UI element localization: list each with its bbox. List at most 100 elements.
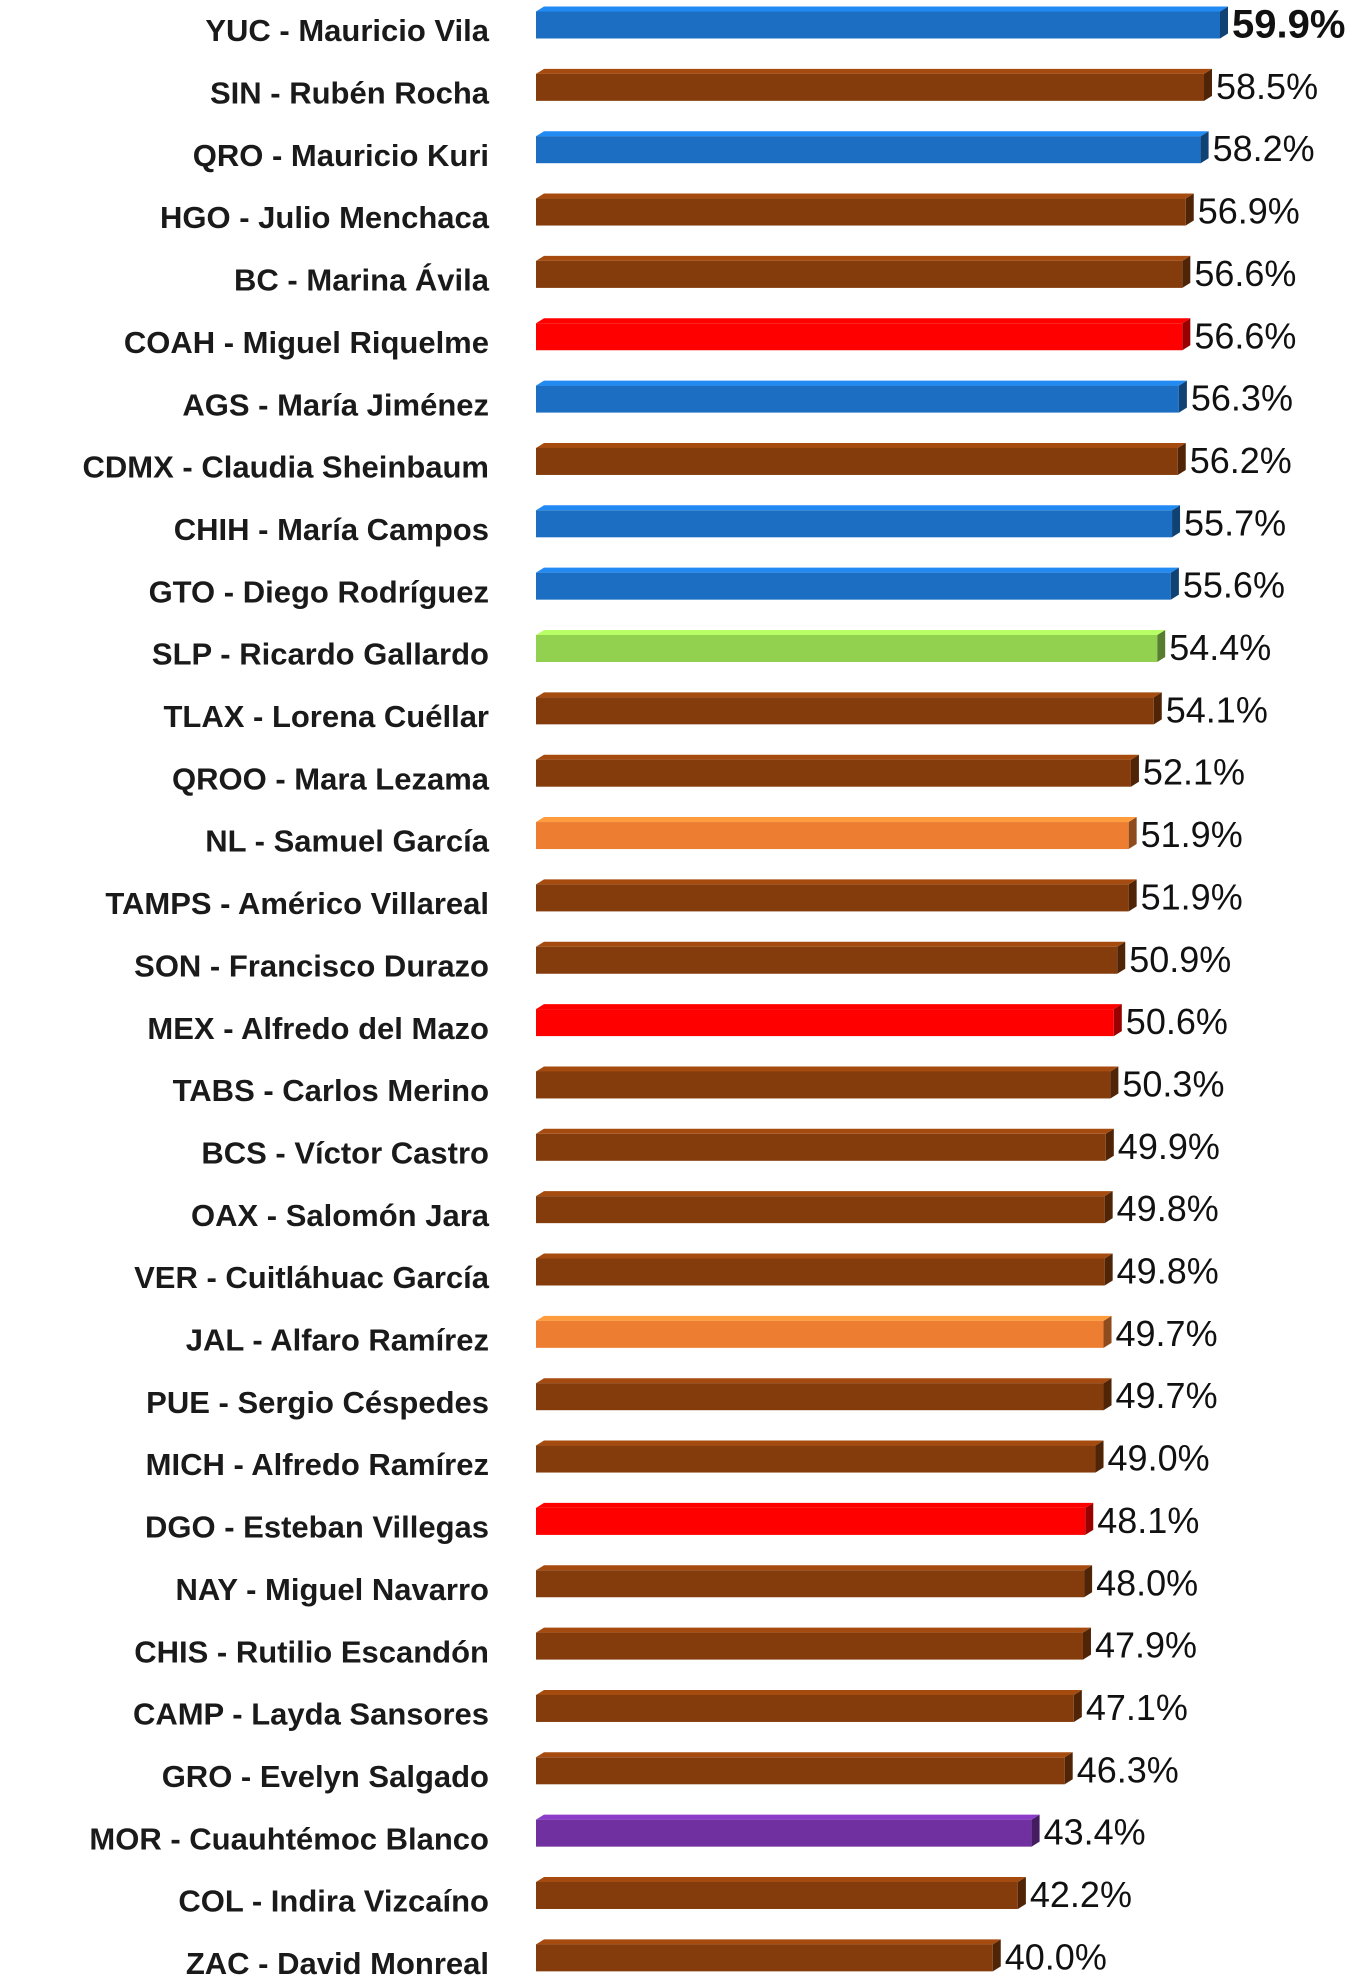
- bar: [536, 1383, 1104, 1411]
- value-label: 49.0%: [1108, 1438, 1210, 1479]
- category-label: DGO - Esteban Villegas: [145, 1510, 489, 1545]
- value-label: 48.0%: [1096, 1562, 1198, 1603]
- category-label: NAY - Miguel Navarro: [175, 1572, 489, 1607]
- bar: [536, 11, 1220, 39]
- category-label: MEX - Alfredo del Mazo: [147, 1011, 489, 1046]
- bar-side: [1185, 193, 1194, 226]
- bar-top: [536, 1689, 1082, 1695]
- value-label: 55.7%: [1184, 502, 1286, 543]
- category-label: HGO - Julio Menchaca: [160, 200, 490, 235]
- bar: [536, 1632, 1083, 1660]
- bar: [536, 822, 1129, 850]
- bar: [536, 447, 1178, 475]
- bar-side: [1095, 1440, 1104, 1473]
- value-label: 48.1%: [1097, 1500, 1199, 1541]
- bar: [536, 1570, 1085, 1598]
- bar-side: [1085, 1502, 1094, 1535]
- bar-side: [1084, 1565, 1093, 1598]
- category-label: PUE - Sergio Céspedes: [146, 1385, 489, 1420]
- value-label: 46.3%: [1077, 1749, 1179, 1790]
- bar-side: [1177, 442, 1186, 475]
- bar-top: [536, 630, 1166, 635]
- value-label: 49.8%: [1117, 1251, 1219, 1292]
- bar-side: [1031, 1814, 1040, 1847]
- bar-side: [1182, 318, 1191, 351]
- value-label: 49.8%: [1117, 1188, 1219, 1229]
- category-label: YUC - Mauricio Vila: [205, 13, 489, 48]
- bar: [536, 1694, 1074, 1722]
- bar-top: [536, 1752, 1073, 1758]
- category-label: BC - Marina Ávila: [234, 263, 490, 298]
- category-label: GTO - Diego Rodríguez: [149, 574, 489, 609]
- value-label: 58.2%: [1213, 128, 1315, 169]
- bar-top: [536, 6, 1228, 12]
- bar: [536, 759, 1131, 787]
- bar-side: [1157, 630, 1166, 662]
- value-label: 51.9%: [1141, 814, 1243, 855]
- bar-side: [1128, 879, 1137, 912]
- bar-top: [536, 754, 1139, 760]
- value-label: 50.3%: [1122, 1063, 1224, 1104]
- bar-top: [536, 567, 1179, 573]
- bar: [536, 136, 1201, 164]
- category-label: QRO - Mauricio Kuri: [193, 138, 489, 173]
- category-label: CHIS - Rutilio Escandón: [134, 1634, 489, 1669]
- category-label: CAMP - Layda Sansores: [133, 1697, 489, 1732]
- category-label: MICH - Alfredo Ramírez: [146, 1447, 489, 1482]
- category-label: CDMX - Claudia Sheinbaum: [83, 450, 489, 485]
- category-label: VER - Cuitláhuac García: [134, 1260, 490, 1295]
- bar-side: [1103, 1315, 1112, 1348]
- bar-side: [1104, 1253, 1113, 1286]
- category-label: QROO - Mara Lezama: [172, 761, 490, 796]
- bar-side: [1104, 1191, 1113, 1224]
- bar-top: [536, 131, 1209, 137]
- bar-side: [1113, 1004, 1122, 1037]
- bar-top: [536, 692, 1162, 698]
- bar-top: [536, 1378, 1112, 1384]
- value-label: 49.7%: [1116, 1375, 1218, 1416]
- bar-top: [536, 1502, 1094, 1508]
- value-label: 50.6%: [1126, 1001, 1228, 1042]
- category-label: AGS - María Jiménez: [182, 387, 489, 422]
- bar-side: [1110, 1066, 1119, 1099]
- bar-top: [536, 1939, 1001, 1945]
- value-label: 40.0%: [1005, 1936, 1107, 1977]
- bar-side: [1204, 68, 1213, 101]
- category-label: OAX - Salomón Jara: [191, 1198, 490, 1233]
- bar-side: [1220, 6, 1228, 39]
- bar-side: [992, 1939, 1001, 1972]
- category-label: CHIH - María Campos: [174, 512, 489, 547]
- bar: [536, 1445, 1096, 1473]
- bar-side: [1182, 255, 1191, 288]
- value-label: 49.7%: [1116, 1313, 1218, 1354]
- value-label: 47.1%: [1086, 1687, 1188, 1728]
- category-label: SON - Francisco Durazo: [134, 948, 489, 983]
- value-label: 55.6%: [1183, 565, 1285, 606]
- bar: [536, 385, 1179, 413]
- bar-top: [536, 879, 1137, 885]
- value-label: 51.9%: [1141, 876, 1243, 917]
- value-label: 56.6%: [1194, 253, 1296, 294]
- value-label: 58.5%: [1216, 66, 1318, 107]
- bar-side: [1105, 1128, 1114, 1161]
- bar-top: [536, 380, 1187, 386]
- bar: [536, 1133, 1106, 1161]
- bar: [536, 1757, 1065, 1785]
- category-label: NL - Samuel García: [205, 824, 489, 859]
- category-label: JAL - Alfaro Ramírez: [186, 1323, 489, 1358]
- bar-top: [536, 1191, 1113, 1197]
- bar-top: [536, 1565, 1093, 1571]
- bar: [536, 1507, 1086, 1535]
- category-label: SLP - Ricardo Gallardo: [152, 637, 489, 672]
- category-label: TABS - Carlos Merino: [173, 1073, 489, 1108]
- bar-top: [536, 941, 1126, 947]
- value-label: 52.1%: [1143, 752, 1245, 793]
- value-label: 56.9%: [1198, 191, 1300, 232]
- value-label: 56.2%: [1190, 440, 1292, 481]
- category-label: COL - Indira Vizcaíno: [178, 1884, 489, 1919]
- bar-top: [536, 1004, 1122, 1010]
- bar-top: [536, 1066, 1119, 1072]
- bar: [536, 1071, 1111, 1099]
- category-label: GRO - Evelyn Salgado: [162, 1759, 489, 1794]
